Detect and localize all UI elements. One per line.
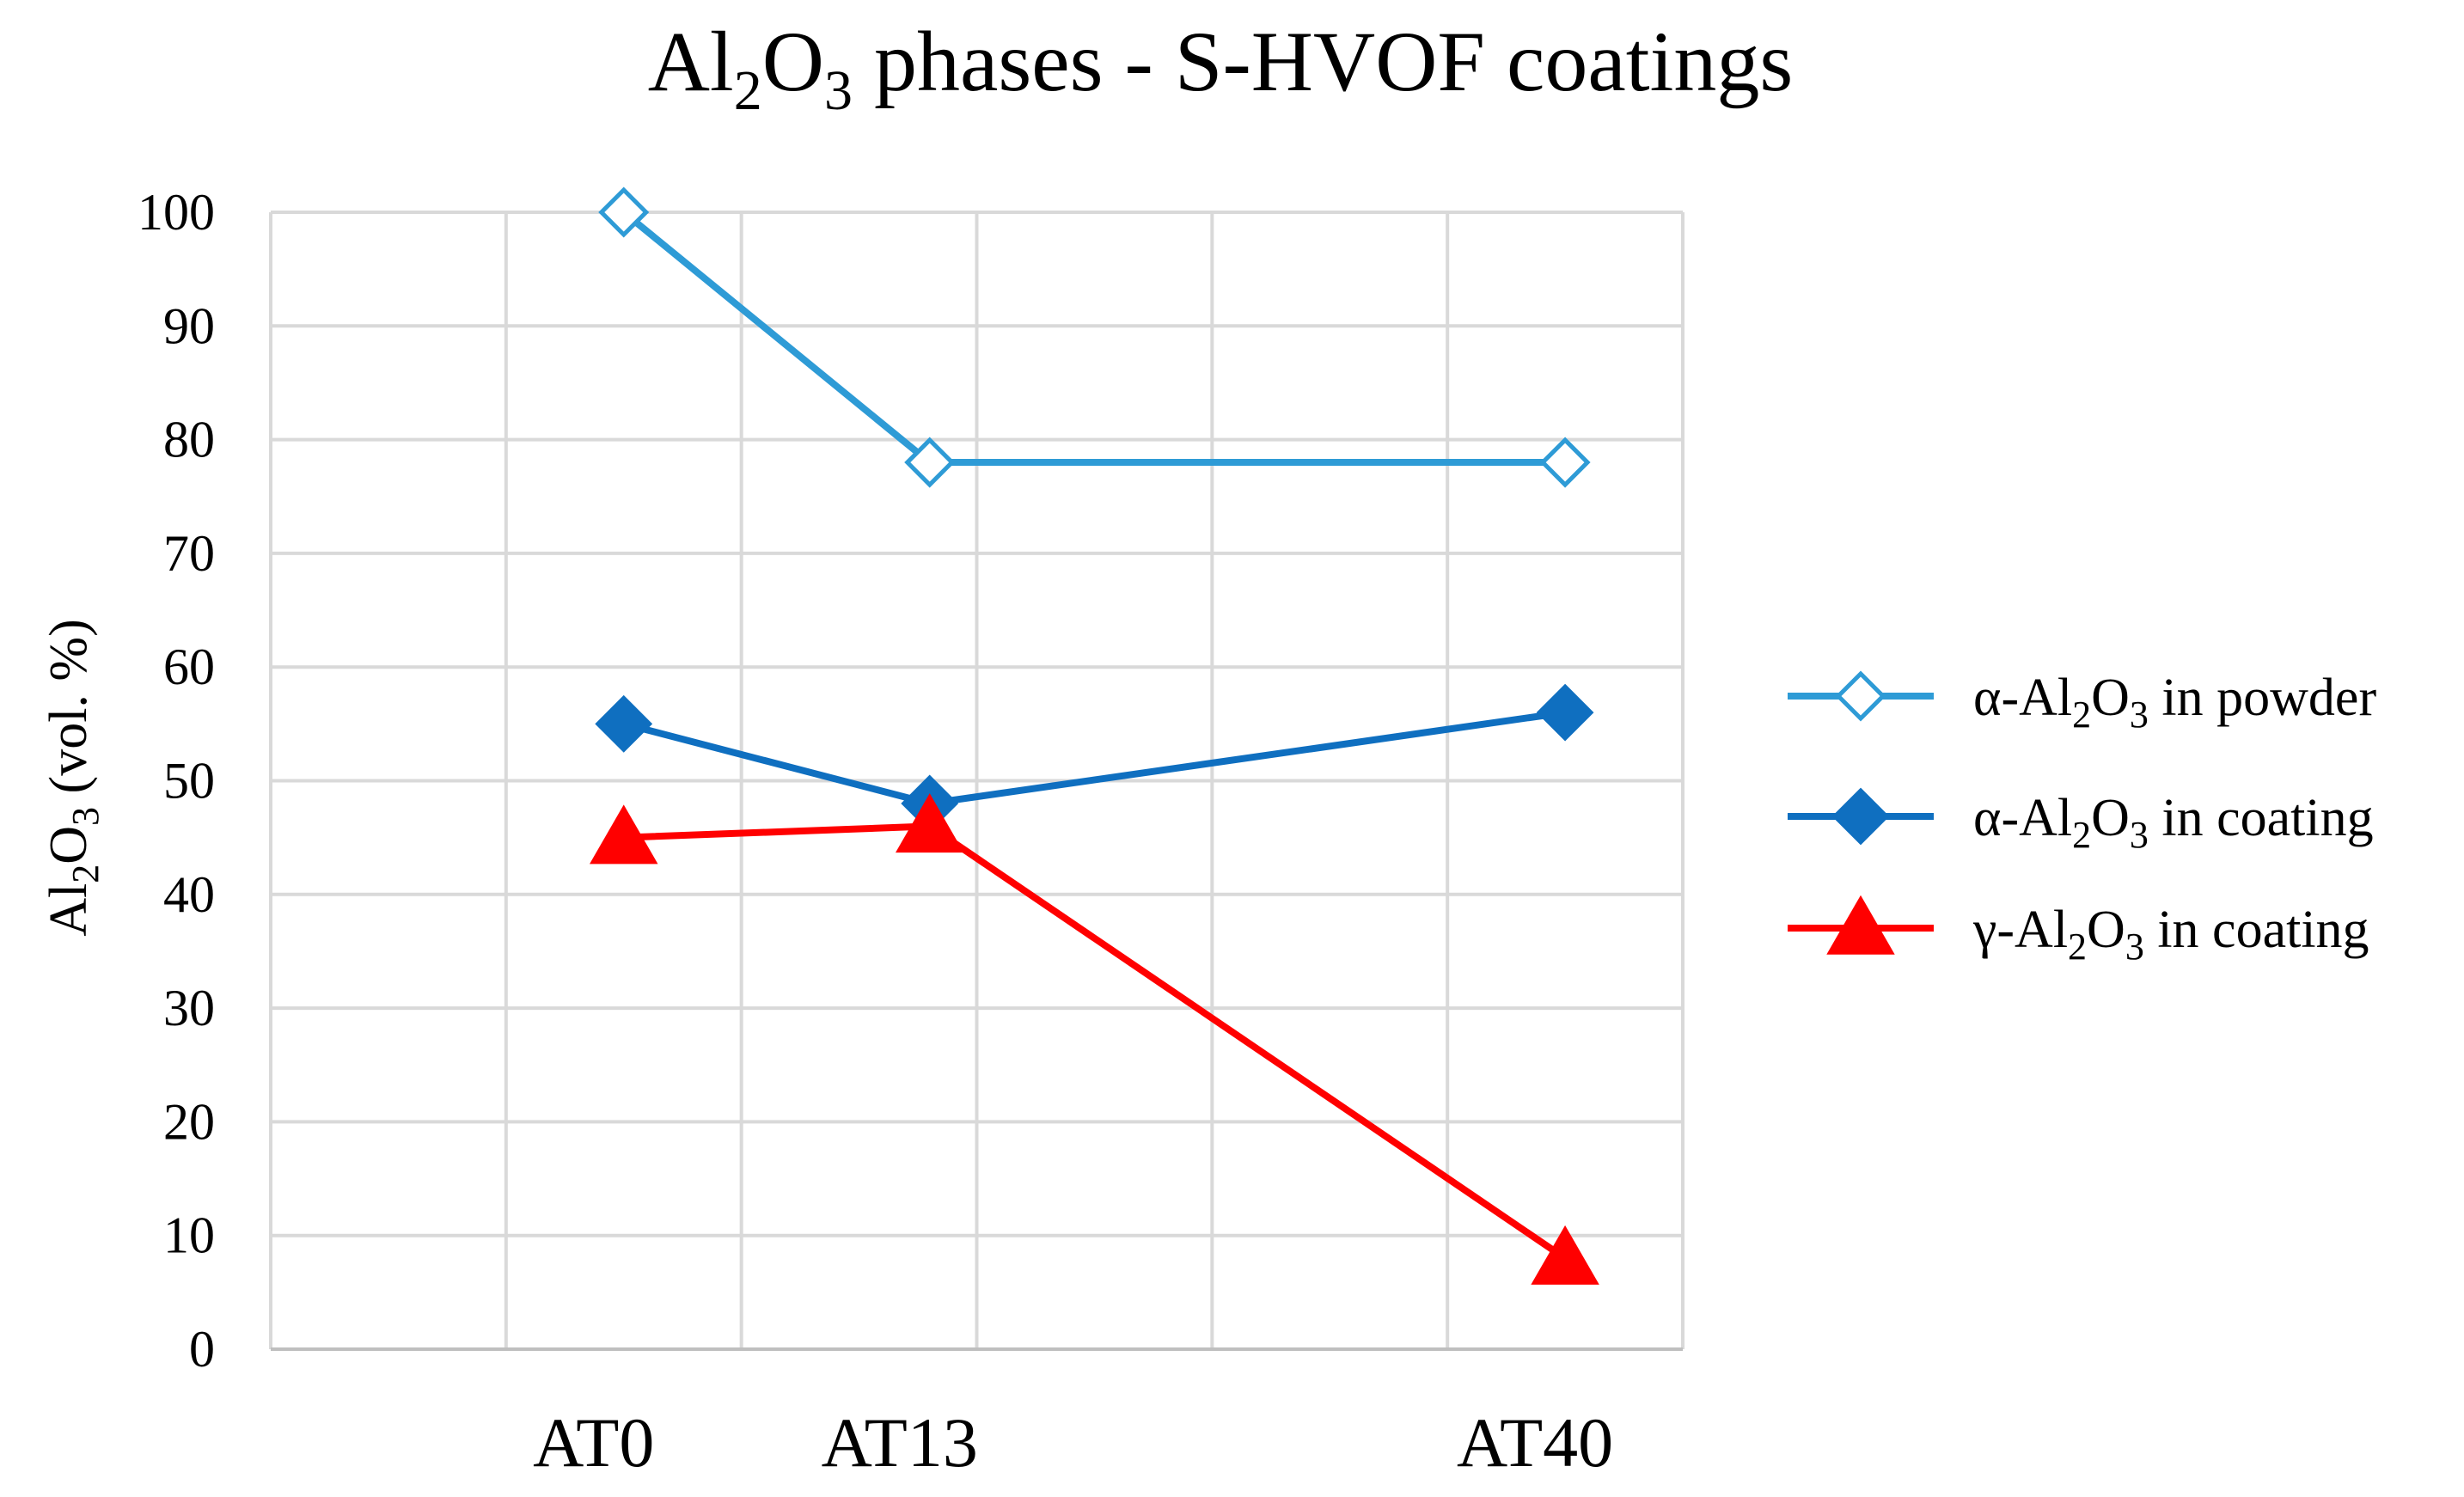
- gamma-coating-point-at13: [896, 793, 964, 853]
- gamma-coating-line: [623, 822, 1568, 1262]
- y-tick-label-40: 40: [163, 866, 215, 923]
- legend-item-alpha-coating[interactable]: α-Al2O3 in coating: [1788, 787, 2374, 856]
- chart-title: Al2O3 phases - S-HVOF coatings: [648, 14, 1794, 122]
- legend-item-alpha-powder[interactable]: α-Al2O3 in powder: [1788, 669, 2376, 736]
- x-tick-label-at0: AT0: [533, 1403, 654, 1482]
- x-tick-labels: AT0 AT13 AT40: [533, 1403, 1613, 1482]
- y-axis-label: Al2O3 (vol. %): [40, 619, 107, 936]
- legend-label-alpha-powder: α-Al2O3 in powder: [1973, 669, 2376, 736]
- legend-label-alpha-coating: α-Al2O3 in coating: [1973, 789, 2374, 856]
- y-tick-labels: 0 10 20 30 40 50 60 70 80 90 100: [138, 184, 215, 1378]
- alpha-powder-point-at13: [904, 437, 956, 488]
- legend-marker-alpha-powder: [1835, 670, 1886, 722]
- alpha-powder-point-at40: [1539, 437, 1591, 488]
- y-tick-label-90: 90: [163, 297, 215, 354]
- y-tick-label-0: 0: [189, 1321, 215, 1378]
- legend-label-gamma-coating: γ-Al2O3 in coating: [1972, 901, 2369, 968]
- y-tick-label-70: 70: [163, 525, 215, 582]
- x-tick-label-at13: AT13: [822, 1403, 978, 1482]
- alpha-powder-point-at0: [598, 186, 650, 238]
- y-tick-label-30: 30: [163, 980, 215, 1036]
- plot-gridlines: [269, 211, 1684, 1351]
- y-tick-label-50: 50: [163, 753, 215, 810]
- alpha-coating-line: [622, 709, 1566, 807]
- y-tick-label-10: 10: [163, 1207, 215, 1264]
- y-tick-label-80: 80: [163, 412, 215, 468]
- alpha-coating-point-at40: [1536, 683, 1594, 742]
- gamma-coating-point-at40: [1531, 1225, 1599, 1285]
- legend-item-gamma-coating[interactable]: γ-Al2O3 in coating: [1788, 895, 2369, 968]
- legend-marker-alpha-coating: [1831, 787, 1890, 846]
- legend[interactable]: α-Al2O3 in powder α-Al2O3 in coating γ-Al2…: [1788, 669, 2376, 968]
- alpha-coating-point-at0: [595, 694, 653, 753]
- legend-marker-gamma-coating: [1826, 895, 1895, 955]
- plot-series: [590, 186, 1599, 1285]
- y-tick-label-20: 20: [163, 1093, 215, 1150]
- y-tick-label-100: 100: [138, 184, 215, 241]
- y-tick-label-60: 60: [163, 639, 215, 695]
- gamma-coating-point-at0: [590, 804, 658, 865]
- alpha-powder-line: [621, 209, 1566, 467]
- x-tick-label-at40: AT40: [1457, 1403, 1613, 1482]
